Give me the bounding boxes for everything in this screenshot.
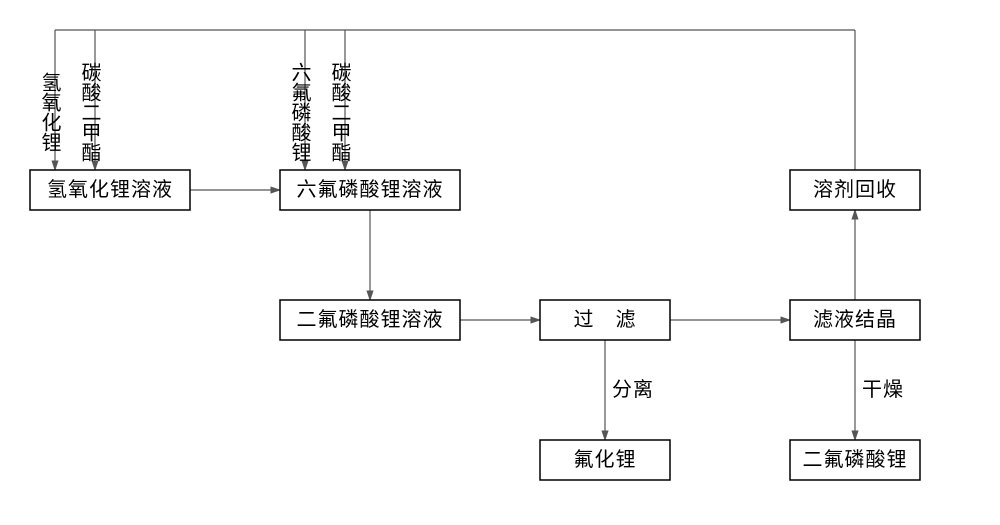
- midlabel-m2: 干燥: [862, 378, 904, 401]
- midlabel-m1: 分离: [612, 378, 654, 401]
- flow-node-label-n1: 氢氧化锂溶液: [47, 178, 173, 201]
- flow-node-label-n8: 二氟磷酸锂: [803, 448, 908, 471]
- input-label-i2: 碳酸二甲酯: [78, 62, 101, 162]
- flow-node-label-n5: 氟化锂: [574, 448, 637, 471]
- flow-node-label-n6: 滤液结晶: [813, 308, 897, 331]
- input-label-i1: 氢氧化锂: [38, 72, 61, 152]
- flow-node-label-n4: 过 滤: [574, 308, 637, 331]
- input-label-i4: 碳酸二甲酯: [328, 62, 351, 162]
- flow-node-label-n7: 溶剂回收: [813, 178, 897, 201]
- flow-node-label-n3: 二氟磷酸锂溶液: [297, 308, 444, 331]
- flow-node-label-n2: 六氟磷酸锂溶液: [297, 178, 444, 201]
- input-label-i3: 六氟磷酸锂: [288, 62, 311, 162]
